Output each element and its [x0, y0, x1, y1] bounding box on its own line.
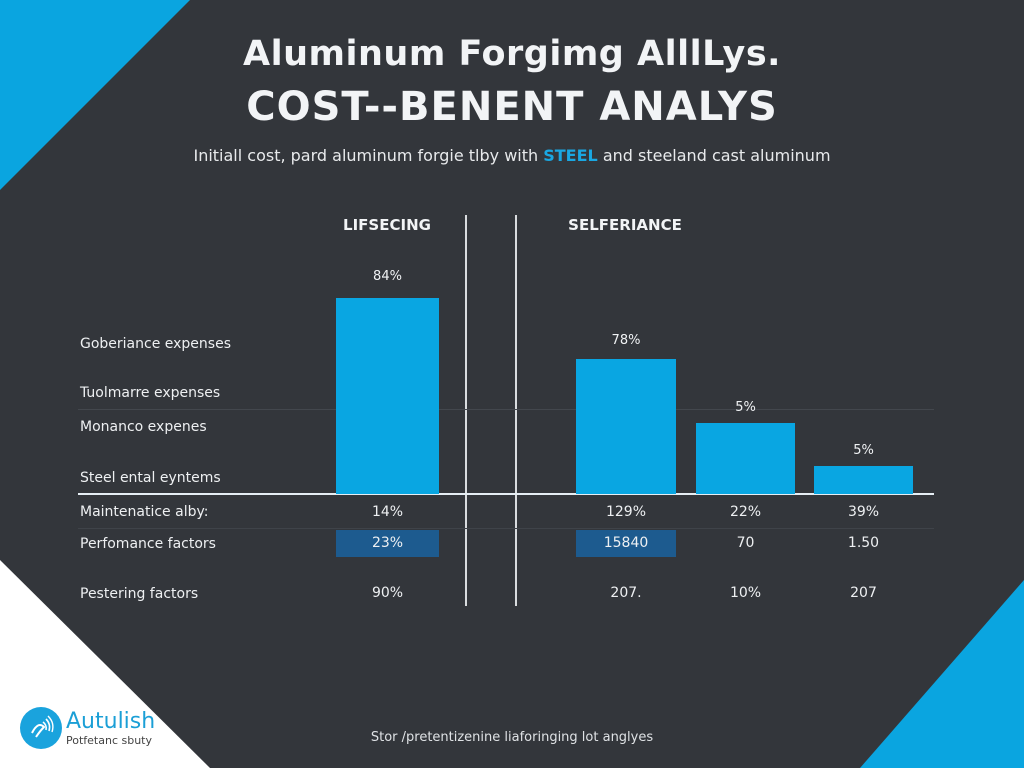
table-cell: 1.50	[847, 535, 880, 551]
bar-selferiance-1	[576, 359, 676, 494]
group-title-selferiance: SELFERIANCE	[568, 216, 682, 234]
title-line-1: Aluminum Forgimg AlllLys.	[243, 34, 781, 74]
table-cell-highlighted: 15840	[576, 530, 676, 557]
category-label: Tuolmarre expenses	[80, 385, 221, 401]
table-cell: 70	[736, 535, 755, 551]
logo-tagline: Potfetanc sbuty	[66, 733, 153, 747]
table-cell: 207	[850, 585, 877, 601]
bar-value-label: 5%	[853, 443, 874, 458]
subtitle-after: and steeland cast aluminum	[597, 146, 831, 165]
bar-lifsecing	[336, 298, 439, 494]
table-cell: 10%	[729, 585, 762, 601]
logo-name: Autulish	[66, 708, 156, 734]
brand-logo: Autulish Potfetanc sbuty	[20, 707, 155, 749]
subtitle-highlight: STEEL	[543, 146, 598, 165]
gridline	[78, 409, 934, 410]
bar-value-label: 5%	[735, 400, 756, 415]
chart-baseline	[78, 493, 934, 495]
table-cell: 39%	[847, 504, 880, 520]
table-cell-highlighted: 23%	[336, 530, 439, 557]
bar-selferiance-3	[814, 466, 913, 494]
subtitle: Initiall cost, pard aluminum forgie tlby…	[0, 146, 1024, 165]
bar-value-label: 78%	[611, 333, 641, 348]
category-label: Steel ental eyntems	[80, 470, 221, 486]
title-line-2: COST--BENENT ANALYS	[246, 84, 778, 130]
table-cell: 207.	[610, 585, 642, 601]
table-cell: 90%	[371, 585, 404, 601]
group-title-lifsecing: LIFSECING	[343, 216, 431, 234]
wave-hand-icon	[20, 707, 62, 749]
table-cell: 14%	[371, 504, 404, 520]
table-row-label: Pestering factors	[80, 586, 199, 602]
category-label: Monanco expenes	[80, 419, 207, 435]
divider-line-1	[465, 215, 467, 606]
table-cell: 22%	[729, 504, 762, 520]
table-row-label: Maintenatice alby:	[80, 504, 209, 520]
table-cell: 129%	[605, 504, 647, 520]
category-label: Goberiance expenses	[80, 336, 231, 352]
table-row-divider	[78, 528, 934, 529]
bar-value-label: 84%	[373, 269, 402, 284]
subtitle-before: Initiall cost, pard aluminum forgie tlby…	[193, 146, 544, 165]
footer-caption: Stor /pretentizenine liaforinging lot an…	[370, 730, 654, 745]
bar-selferiance-2	[696, 423, 795, 494]
table-row-label: Perfomance factors	[80, 536, 216, 552]
divider-line-2	[515, 215, 517, 606]
